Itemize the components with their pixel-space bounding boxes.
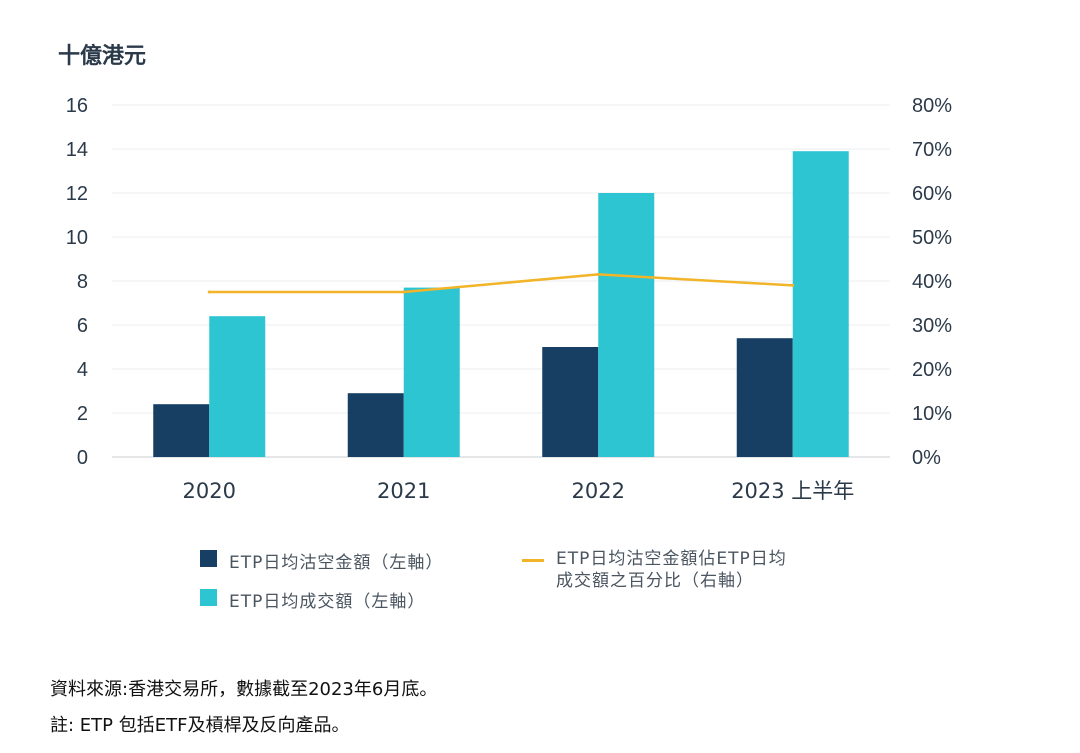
line-point [596, 272, 600, 276]
legend-swatch-turnover [200, 589, 217, 606]
y-tick-label: 2 [77, 403, 88, 425]
y2-tick-label: 60% [912, 183, 952, 205]
notes: 資料來源:香港交易所，數據截至2023年6月底。 註: ETP 包括ETF及槓桿… [50, 672, 437, 744]
bar-turnover [792, 151, 849, 457]
y-tick-label: 14 [66, 139, 88, 161]
y-tick-label: 0 [77, 447, 88, 469]
y-tick-label: 6 [77, 315, 88, 337]
chart-title: 十億港元 [58, 44, 147, 69]
bar-turnover [598, 193, 655, 457]
y2-tick-label: 0% [912, 447, 941, 469]
y-tick-label: 4 [77, 359, 88, 381]
line-point [207, 290, 211, 294]
x-tick-label: 2021 [377, 479, 430, 503]
legend-item-percentage: ETP日均沽空金額佔ETP日均 成交額之百分比（右軸） [522, 548, 787, 592]
y2-tick-label: 10% [912, 403, 952, 425]
source-note: 資料來源:香港交易所，數據截至2023年6月底。 [50, 679, 438, 700]
bar-turnover [403, 287, 460, 457]
y2-tick-label: 30% [912, 315, 952, 337]
y2-tick-label: 70% [912, 139, 952, 161]
bar-short-selling [347, 393, 404, 457]
y-tick-label: 16 [66, 95, 88, 117]
legend-swatch-percentage [522, 559, 544, 562]
legend-label-turnover: ETP日均成交額（左軸） [229, 592, 426, 612]
line-point [402, 290, 406, 294]
x-tick-label: 2020 [183, 479, 236, 503]
legend-label-percentage-line2: 成交額之百分比（右軸） [556, 571, 754, 591]
legend-right: ETP日均沽空金額佔ETP日均 成交額之百分比（右軸） [522, 548, 787, 606]
bar-short-selling [542, 347, 599, 457]
y-tick-label: 8 [77, 271, 88, 293]
y-tick-label: 10 [66, 227, 88, 249]
y2-tick-label: 20% [912, 359, 952, 381]
x-tick-label: 2022 [572, 479, 625, 503]
legend-item-short-selling: ETP日均沽空金額（左軸） [200, 548, 443, 573]
line-point [791, 283, 795, 287]
legend-left: ETP日均沽空金額（左軸） ETP日均成交額（左軸） [200, 548, 443, 626]
bar-short-selling [153, 404, 210, 457]
y2-tick-label: 80% [912, 95, 952, 117]
legend-item-turnover: ETP日均成交額（左軸） [200, 587, 443, 612]
legend-swatch-short-selling [200, 550, 217, 567]
bar-turnover [209, 316, 266, 457]
y2-tick-label: 40% [912, 271, 952, 293]
y2-tick-label: 50% [912, 227, 952, 249]
legend-label-percentage-line1: ETP日均沽空金額佔ETP日均 [556, 549, 787, 569]
line-percentage [209, 273, 793, 294]
legend-label-short-selling: ETP日均沽空金額（左軸） [229, 553, 444, 573]
x-tick-label: 2023 上半年 [731, 479, 854, 503]
footnote: 註: ETP 包括ETF及槓桿及反向產品。 [50, 715, 350, 736]
y-tick-label: 12 [66, 183, 88, 205]
chart-svg: 0 2 4 6 8 10 12 14 16 0% 10% 20% 30% 40% 50% 60% 70% 80% 2… [66, 95, 952, 503]
bar-short-selling [736, 338, 793, 457]
